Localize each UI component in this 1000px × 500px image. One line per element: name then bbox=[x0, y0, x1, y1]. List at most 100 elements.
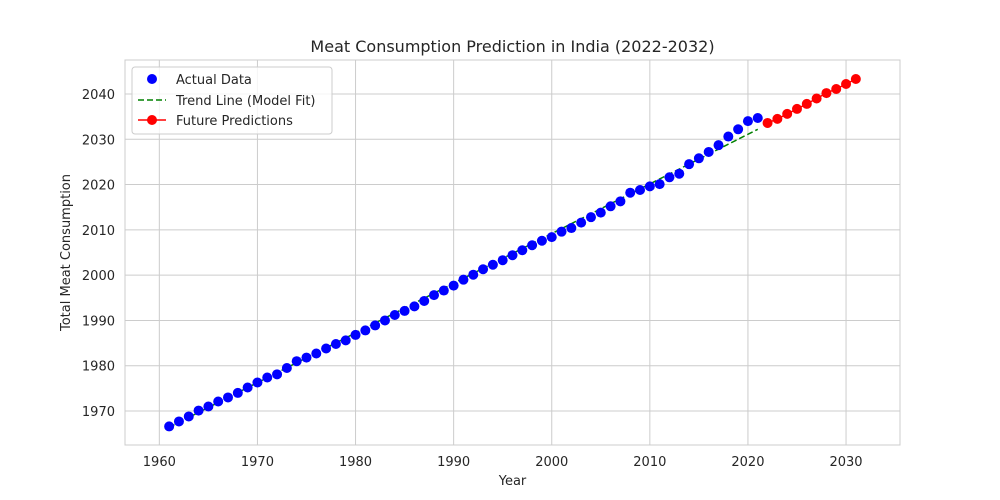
future-prediction-point bbox=[772, 113, 783, 124]
actual-data-point bbox=[173, 416, 184, 427]
actual-data-point bbox=[527, 240, 538, 251]
actual-data-point bbox=[625, 187, 636, 198]
y-tick-label: 1990 bbox=[82, 314, 115, 329]
x-tick-label: 2000 bbox=[535, 455, 568, 470]
actual-data-point bbox=[713, 140, 724, 151]
actual-data-point bbox=[272, 369, 283, 380]
actual-data-point bbox=[232, 387, 243, 398]
x-axis-label: Year bbox=[498, 474, 527, 489]
legend-box bbox=[131, 66, 333, 135]
grid-layer bbox=[125, 60, 900, 445]
legend-label-future: Future Predictions bbox=[176, 114, 293, 129]
actual-data-point bbox=[478, 264, 489, 275]
actual-data-point bbox=[419, 295, 430, 306]
actual-data-point bbox=[183, 411, 194, 422]
y-tick-label: 1970 bbox=[82, 405, 115, 420]
x-tick-label: 1980 bbox=[339, 455, 372, 470]
future-prediction-point bbox=[801, 98, 812, 109]
future-prediction-point bbox=[850, 74, 861, 85]
actual-data-point bbox=[399, 305, 410, 316]
x-tick-label: 1970 bbox=[241, 455, 274, 470]
actual-data-point bbox=[223, 392, 234, 403]
actual-data-series bbox=[164, 112, 763, 432]
actual-data-point bbox=[242, 382, 253, 393]
actual-data-point bbox=[605, 201, 616, 212]
y-tick-label: 2030 bbox=[82, 133, 115, 148]
actual-data-point bbox=[566, 223, 577, 234]
actual-data-point bbox=[674, 168, 685, 179]
chart-title: Meat Consumption Prediction in India (20… bbox=[310, 37, 714, 56]
actual-data-point bbox=[635, 184, 646, 195]
future-prediction-point bbox=[791, 103, 802, 114]
actual-data-point bbox=[497, 255, 508, 266]
future-prediction-point bbox=[821, 88, 832, 99]
actual-data-point bbox=[429, 290, 440, 301]
actual-data-point bbox=[350, 329, 361, 340]
actual-data-point bbox=[615, 196, 626, 207]
actual-data-point bbox=[703, 146, 714, 157]
legend-label-trend: Trend Line (Model Fit) bbox=[175, 94, 315, 109]
actual-data-point bbox=[585, 212, 596, 223]
future-prediction-point bbox=[782, 108, 793, 119]
actual-data-point bbox=[438, 285, 449, 296]
actual-data-point bbox=[203, 401, 214, 412]
actual-data-point bbox=[487, 259, 498, 270]
future-prediction-point bbox=[811, 93, 822, 104]
legend-marker-future bbox=[147, 115, 157, 125]
future-prediction-point bbox=[762, 117, 773, 128]
actual-data-point bbox=[536, 235, 547, 246]
actual-data-point bbox=[664, 172, 675, 183]
actual-data-point bbox=[370, 320, 381, 331]
actual-data-point bbox=[654, 179, 665, 190]
x-tick-label: 1990 bbox=[437, 455, 470, 470]
legend: Actual Data Trend Line (Model Fit) Futur… bbox=[131, 66, 333, 135]
actual-data-point bbox=[281, 363, 292, 373]
future-prediction-point bbox=[841, 79, 852, 90]
actual-data-point bbox=[448, 280, 459, 291]
actual-data-point bbox=[291, 356, 302, 367]
actual-data-point bbox=[340, 335, 351, 346]
actual-data-point bbox=[164, 421, 175, 432]
actual-data-point bbox=[252, 377, 263, 388]
future-predictions-line bbox=[767, 78, 857, 124]
actual-data-point bbox=[301, 352, 312, 363]
y-tick-label: 2010 bbox=[82, 224, 115, 239]
x-tick-label: 2020 bbox=[731, 455, 764, 470]
actual-data-point bbox=[213, 396, 224, 407]
actual-data-point bbox=[311, 348, 322, 359]
x-axis-ticks: 1960 1970 1980 1990 2000 2010 2020 2030 bbox=[143, 455, 863, 470]
future-prediction-point bbox=[831, 83, 842, 94]
actual-data-point bbox=[360, 325, 371, 336]
y-tick-label: 2000 bbox=[82, 269, 115, 284]
y-tick-label: 2040 bbox=[82, 88, 115, 103]
actual-data-point bbox=[684, 159, 695, 170]
actual-data-point bbox=[379, 315, 390, 326]
y-axis-label: Total Meat Consumption bbox=[59, 174, 74, 332]
actual-data-point bbox=[576, 217, 587, 228]
legend-label-actual: Actual Data bbox=[176, 73, 252, 88]
future-predictions-series bbox=[762, 74, 861, 128]
actual-data-point bbox=[742, 116, 753, 127]
actual-data-point bbox=[595, 207, 606, 218]
actual-data-point bbox=[752, 112, 763, 123]
actual-data-point bbox=[468, 269, 479, 280]
y-tick-label: 1980 bbox=[82, 360, 115, 375]
actual-data-point bbox=[193, 405, 204, 416]
actual-data-point bbox=[723, 131, 734, 142]
actual-data-point bbox=[693, 153, 704, 164]
x-tick-label: 1960 bbox=[143, 455, 176, 470]
actual-data-point bbox=[458, 274, 469, 285]
actual-data-point bbox=[321, 343, 332, 354]
y-tick-label: 2020 bbox=[82, 179, 115, 194]
actual-data-point bbox=[644, 181, 655, 192]
actual-data-point bbox=[517, 245, 528, 256]
actual-data-point bbox=[330, 338, 341, 349]
y-axis-ticks: 1970 1980 1990 2000 2010 2020 2030 2040 bbox=[82, 88, 115, 420]
x-tick-label: 2030 bbox=[829, 455, 862, 470]
legend-marker-actual bbox=[147, 74, 157, 84]
actual-data-point bbox=[409, 301, 420, 312]
actual-data-point bbox=[507, 250, 518, 261]
actual-data-point bbox=[733, 124, 744, 135]
actual-data-point bbox=[262, 372, 273, 383]
